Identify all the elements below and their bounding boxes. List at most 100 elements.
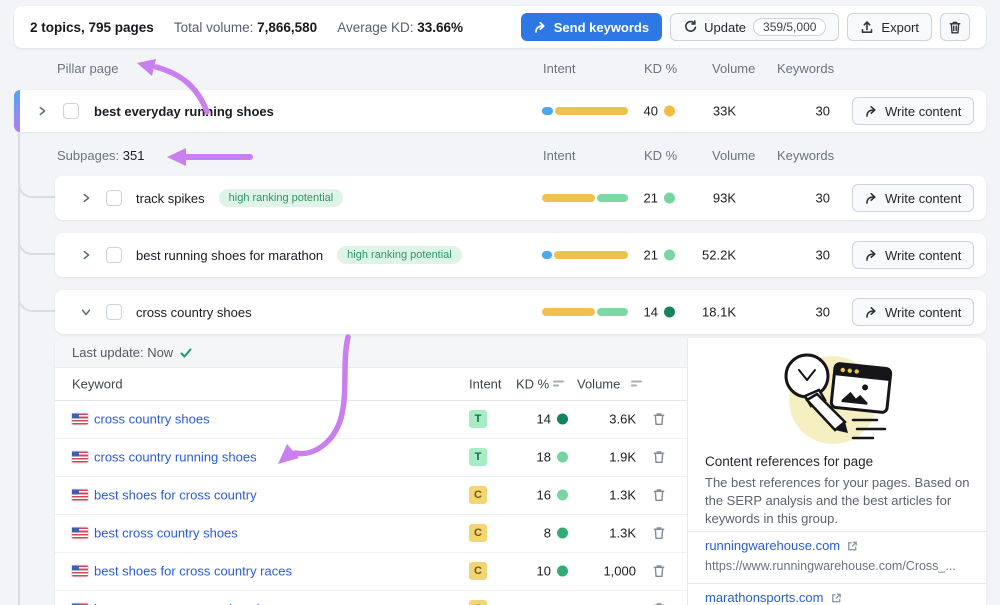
volume-value: 1.3K	[609, 487, 636, 503]
subpage-title: cross country shoes	[136, 304, 252, 320]
keyword-details-panel: Last update: Now Keyword Intent KD % Vol…	[55, 338, 986, 605]
delete-keyword-icon[interactable]	[652, 564, 666, 579]
write-content-icon	[866, 307, 876, 318]
write-content-button[interactable]: Write content	[852, 241, 975, 269]
intent-badge: C	[469, 486, 487, 504]
collapse-chevron-icon[interactable]	[80, 306, 92, 318]
kd-value: 40	[643, 103, 658, 119]
last-update-bar: Last update: Now	[55, 338, 687, 368]
sort-icon-kd[interactable]	[553, 380, 564, 389]
keyword-table-header: Keyword Intent KD % Volume	[55, 368, 687, 401]
high-ranking-badge: high ranking potential	[337, 246, 462, 264]
expand-chevron-icon[interactable]	[36, 105, 48, 117]
volume-value: 18.1K	[702, 304, 736, 320]
average-kd-label: Average KD:	[337, 19, 414, 35]
update-button[interactable]: Update 359/5,000	[670, 13, 840, 41]
check-icon	[180, 348, 192, 357]
intent-bar	[542, 194, 628, 202]
keyword-link[interactable]: cross country running shoes	[94, 449, 257, 465]
row-checkbox[interactable]	[106, 190, 122, 206]
column-header-intent: Intent	[543, 61, 576, 76]
kd-value: 21	[643, 247, 658, 263]
column-header-kd: KD %	[644, 148, 678, 163]
us-flag-icon	[71, 488, 89, 502]
keyword-row[interactable]: best shoes for cross country C 16 1.3K	[55, 476, 687, 515]
summary-actions: Send keywords Update 359/5,000 Export	[520, 13, 970, 41]
subpages-section-label: Subpages: 351	[57, 148, 145, 163]
volume-value: 3.6K	[609, 411, 636, 427]
keywords-value: 30	[815, 190, 830, 206]
subpage-row[interactable]: track spikes high ranking potential 21 9…	[55, 176, 986, 220]
pillar-title: best everyday running shoes	[94, 103, 274, 119]
intent-bar	[542, 308, 628, 316]
us-flag-icon	[71, 526, 89, 540]
intent-bar	[542, 107, 628, 115]
keyword-row[interactable]: best cross country running shoes C	[55, 590, 687, 605]
tree-connector	[18, 168, 56, 198]
column-header-keyword: Keyword	[72, 376, 123, 392]
delete-keyword-icon[interactable]	[652, 450, 666, 465]
tree-connector	[18, 282, 56, 312]
column-header-kd: KD %	[644, 61, 678, 76]
delete-keyword-icon[interactable]	[652, 412, 666, 427]
kd-dot	[557, 413, 568, 425]
keyword-row[interactable]: best shoes for cross country races C 10 …	[55, 552, 687, 591]
column-header-keywords: Keywords	[777, 148, 835, 163]
write-content-button[interactable]: Write content	[852, 97, 975, 125]
keyword-link[interactable]: best shoes for cross country races	[94, 563, 292, 579]
content-references-title: Content references for page	[705, 454, 874, 469]
kd-value: 8	[543, 525, 551, 541]
expand-chevron-icon[interactable]	[80, 249, 92, 261]
sort-icon-volume[interactable]	[631, 380, 642, 389]
reference-link[interactable]: marathonsports.com	[705, 590, 842, 605]
write-content-icon	[866, 250, 876, 261]
pillar-accent-bar	[14, 90, 20, 132]
us-flag-icon	[71, 412, 89, 426]
column-header-keywords: Keywords	[777, 61, 835, 76]
last-update-value: Now	[147, 345, 174, 360]
subpage-row[interactable]: best running shoes for marathon high ran…	[55, 233, 986, 277]
external-link-icon	[831, 593, 841, 602]
delete-keyword-icon[interactable]	[652, 526, 666, 541]
pillar-row[interactable]: best everyday running shoes 40 33K 30 Wr…	[14, 90, 986, 132]
kd-dot	[664, 306, 675, 318]
write-content-button[interactable]: Write content	[852, 184, 975, 212]
annotation-arrowhead	[167, 148, 186, 166]
delete-keyword-icon[interactable]	[652, 602, 666, 605]
row-checkbox[interactable]	[106, 247, 122, 263]
keyword-link[interactable]: best shoes for cross country	[94, 487, 257, 503]
reference-url[interactable]: https://www.runningwarehouse.com/Cross_.…	[705, 559, 956, 573]
delete-keyword-icon[interactable]	[652, 488, 666, 503]
high-ranking-badge: high ranking potential	[218, 189, 344, 207]
row-checkbox[interactable]	[106, 304, 122, 320]
keyword-link[interactable]: best cross country running shoes	[94, 602, 285, 605]
export-button[interactable]: Export	[847, 13, 932, 41]
column-header-volume: Volume	[577, 376, 621, 392]
column-header-intent: Intent	[469, 376, 502, 392]
keyword-row[interactable]: best cross country shoes C 8 1.3K	[55, 514, 687, 553]
keyword-row[interactable]: cross country shoes T 14 3.6K	[55, 400, 687, 439]
delete-topics-button[interactable]	[940, 13, 970, 41]
keyword-row[interactable]: cross country running shoes T 18 1.9K	[55, 438, 687, 477]
divider	[688, 583, 986, 584]
write-content-button[interactable]: Write content	[852, 298, 975, 326]
row-checkbox[interactable]	[63, 103, 79, 119]
write-content-icon	[866, 193, 876, 204]
subpage-row[interactable]: cross country shoes 14 18.1K 30 Write co…	[55, 290, 986, 334]
keyword-link[interactable]: cross country shoes	[94, 411, 210, 427]
trash-icon	[949, 21, 961, 33]
send-arrow-icon	[534, 21, 545, 33]
kd-dot	[557, 565, 568, 577]
kd-value: 16	[536, 487, 551, 503]
average-kd-value: 33.66%	[417, 19, 464, 35]
expand-chevron-icon[interactable]	[80, 192, 92, 204]
keyword-link[interactable]: best cross country shoes	[94, 525, 238, 541]
keywords-value: 30	[815, 247, 830, 263]
last-update-label: Last update:	[72, 345, 144, 360]
reference-link[interactable]: runningwarehouse.com	[705, 538, 858, 553]
column-header-kd: KD %	[516, 376, 550, 392]
intent-bar	[542, 251, 628, 259]
volume-value: 52.2K	[702, 247, 736, 263]
send-keywords-button[interactable]: Send keywords	[520, 13, 663, 41]
volume-value: 1.3K	[609, 525, 636, 541]
